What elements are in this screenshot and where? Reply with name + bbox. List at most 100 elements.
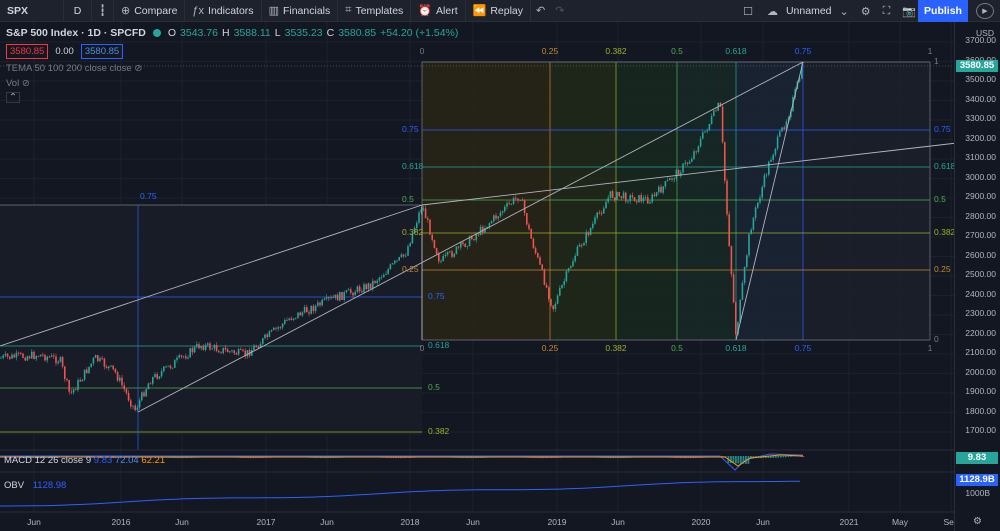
alarm-clock-icon: ⏰ bbox=[418, 5, 433, 17]
price-tick-label: 2700.00 bbox=[965, 230, 996, 240]
macd-hist-value: 9.83 bbox=[93, 455, 113, 466]
undo-button[interactable]: ↶ bbox=[531, 0, 550, 22]
publish-button[interactable]: Publish bbox=[918, 0, 968, 22]
trend-line-channel bbox=[137, 61, 804, 413]
time-tick-label: 2020 bbox=[692, 517, 711, 527]
indicators-button[interactable]: ƒx Indicators bbox=[185, 0, 262, 22]
compare-button[interactable]: ⊕ Compare bbox=[114, 0, 186, 22]
eye-off-icon[interactable]: ⊘ bbox=[134, 63, 143, 74]
change-value: +54.20 (+1.54%) bbox=[380, 27, 459, 39]
close-label: C bbox=[326, 27, 335, 39]
price-tick-label: 3700.00 bbox=[965, 35, 996, 45]
fib-time-label: 0.5 bbox=[671, 343, 683, 353]
fib-level-label: 0.25 bbox=[934, 264, 951, 274]
fib-time-label: 0.5 bbox=[671, 46, 683, 56]
time-tick-label: 2021 bbox=[840, 517, 859, 527]
fib-zone-075-1 bbox=[803, 62, 930, 340]
fib-time-label: 0.382 bbox=[605, 343, 627, 353]
financials-label: Financials bbox=[282, 4, 331, 17]
time-tick-label: Jun bbox=[320, 517, 334, 527]
time-tick-label: 2019 bbox=[548, 517, 567, 527]
fib-left-zone bbox=[0, 205, 422, 435]
fib-zone-025-0382 bbox=[550, 62, 616, 340]
time-tick-label: Jun bbox=[175, 517, 189, 527]
replay-button[interactable]: ⏪ Replay bbox=[466, 0, 531, 22]
chevron-down-icon[interactable]: ⌄ bbox=[839, 5, 849, 18]
symbol-title[interactable]: S&P 500 Index · 1D · SPCFD bbox=[6, 27, 146, 39]
settings-corner[interactable]: ⚙ bbox=[954, 512, 1000, 531]
fib-time-label: 0 bbox=[420, 46, 425, 56]
fib-level-label: 1 bbox=[934, 56, 939, 66]
low-label: L bbox=[274, 27, 281, 39]
fib-time-label: 1 bbox=[928, 343, 933, 353]
fib-zone-05-0618 bbox=[677, 62, 736, 340]
fib-time-label: 0.618 bbox=[725, 46, 747, 56]
vol-indicator-legend[interactable]: Vol ⊘ bbox=[6, 78, 30, 89]
trend-line-recovery bbox=[735, 61, 804, 341]
obv-value: 1128.98 bbox=[32, 480, 67, 491]
alert-button[interactable]: ⏰ Alert bbox=[411, 0, 466, 22]
layout-name[interactable]: Unnamed bbox=[785, 5, 832, 17]
macd-legend[interactable]: MACD 12 26 close 9 9.83 72.04 62.21 bbox=[4, 455, 165, 466]
price-tick-label: 1900.00 bbox=[965, 386, 996, 396]
fib-level-label: 0.75 bbox=[934, 124, 951, 134]
settings-gear-icon[interactable]: ⚙ bbox=[973, 516, 982, 527]
macd-value-tag: 9.83 bbox=[956, 452, 998, 464]
price-tick-label: 2000.00 bbox=[965, 366, 996, 377]
tema-indicator-legend[interactable]: TEMA 50 100 200 close close ⊘ bbox=[6, 63, 142, 74]
market-status-dot bbox=[152, 29, 161, 37]
obv-legend[interactable]: OBV 1128.98 bbox=[4, 480, 66, 491]
fib-level-label: 0.75 bbox=[140, 191, 157, 201]
high-label: H bbox=[222, 27, 230, 39]
chart-type-button[interactable]: ┇ bbox=[92, 0, 114, 22]
fib-time-label: 0.25 bbox=[542, 343, 559, 353]
time-tick-label: Jun bbox=[466, 517, 480, 527]
financials-button[interactable]: ▥ Financials bbox=[262, 0, 339, 22]
fib-time-label: 0.75 bbox=[795, 46, 812, 56]
macd-label: MACD 12 26 close 9 bbox=[4, 455, 92, 466]
price-tick-label: 3500.00 bbox=[965, 74, 996, 84]
fib-zone-0-025 bbox=[422, 62, 550, 340]
alert-label: Alert bbox=[436, 4, 458, 17]
cloud-icon[interactable]: ☁ bbox=[766, 5, 778, 18]
open-value: 3543.76 bbox=[180, 27, 218, 39]
fib-level-label: 0.382 bbox=[934, 227, 956, 237]
redo-button[interactable]: ↷ bbox=[550, 0, 569, 22]
macd-signal-value: 62.21 bbox=[141, 455, 166, 466]
time-tick-label: May bbox=[892, 517, 909, 527]
rewind-icon: ⏪ bbox=[472, 5, 487, 17]
collapse-legend-icon[interactable]: ⌃ bbox=[6, 92, 20, 103]
current-price-tag: 3580.85 bbox=[956, 60, 998, 72]
fib-level-label: 0.75 bbox=[428, 291, 445, 301]
fib-time-label: 0.75 bbox=[795, 343, 812, 353]
eye-off-icon[interactable]: ⊘ bbox=[21, 78, 30, 89]
time-tick-label: Jun bbox=[27, 517, 41, 527]
gear-icon[interactable]: ⚙ bbox=[860, 5, 871, 18]
fx-icon: ƒx bbox=[192, 4, 205, 17]
fullscreen-square-icon[interactable]: ☐ bbox=[743, 5, 753, 18]
fullscreen-icon[interactable]: ⛶ bbox=[882, 4, 891, 17]
obv-axis-label: 1000B bbox=[965, 488, 990, 498]
price-tick-label: 2600.00 bbox=[965, 249, 996, 260]
quote-row: 3580.85 0.00 3580.85 bbox=[6, 44, 124, 59]
buy-price[interactable]: 3580.85 bbox=[80, 44, 124, 59]
price-tick-label: 2900.00 bbox=[965, 191, 996, 201]
trend-line-flat bbox=[421, 137, 1000, 206]
tema-label: TEMA 50 100 200 close close bbox=[6, 63, 132, 74]
replay-label: Replay bbox=[490, 4, 523, 17]
fib-time-label: 1 bbox=[928, 46, 933, 56]
interval-button[interactable]: D bbox=[64, 0, 92, 22]
open-label: O bbox=[167, 27, 177, 39]
symbol-search[interactable]: SPX bbox=[0, 0, 64, 22]
play-icon[interactable]: ▶ bbox=[976, 3, 994, 19]
camera-icon[interactable]: 📷 bbox=[902, 5, 916, 18]
fib-time-label: 0.382 bbox=[605, 46, 627, 56]
sell-price[interactable]: 3580.85 bbox=[6, 44, 49, 59]
templates-button[interactable]: ⌗ Templates bbox=[338, 0, 412, 22]
toolbar-right-group: ☐ ☁ Unnamed ⌄ ⚙ ⛶ 📷 bbox=[735, 0, 916, 22]
obv-value-tag: 1128.9B bbox=[956, 474, 998, 486]
price-tick-label: 1700.00 bbox=[965, 425, 996, 435]
macd-line-value: 72.04 bbox=[114, 455, 139, 466]
